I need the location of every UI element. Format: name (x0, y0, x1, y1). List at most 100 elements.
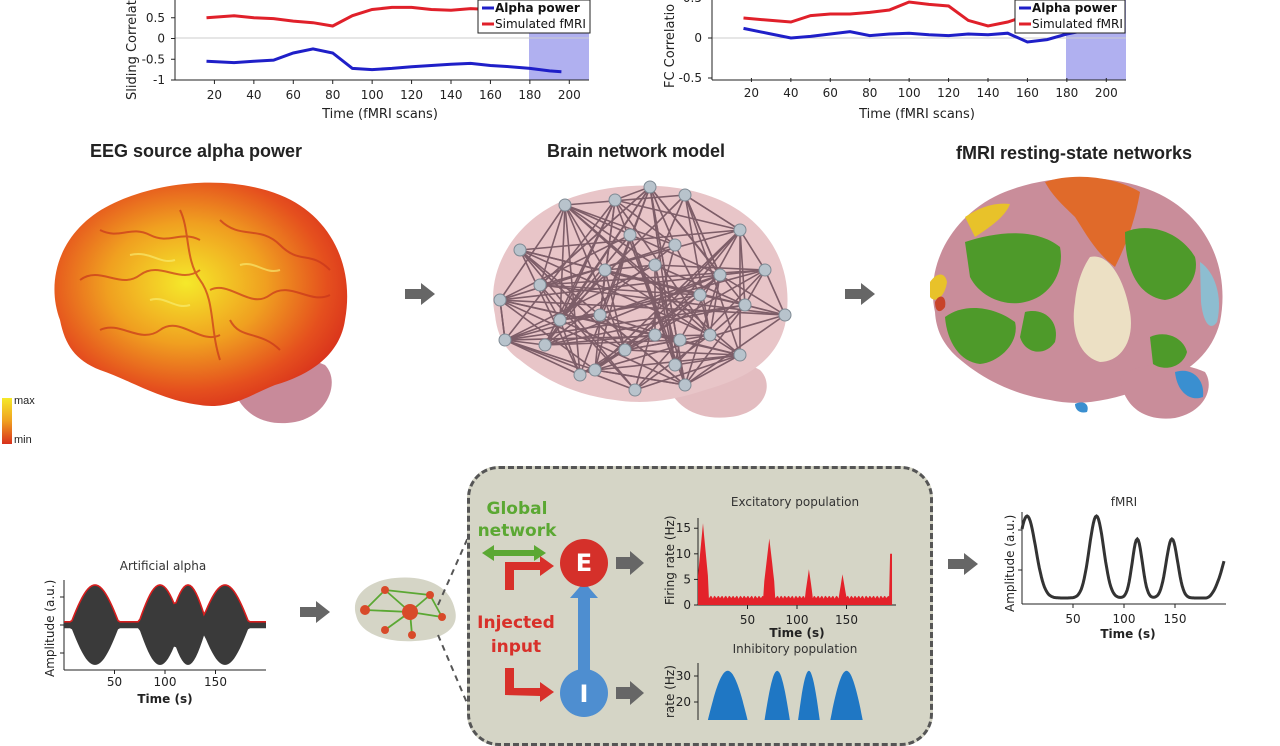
network-node (733, 348, 747, 362)
top-right-chart: FC Correlatio 0.5 0 -0.5 20 40 60 80 100 120 140… (663, 0, 1126, 122)
x-tick-label: 40 (783, 86, 798, 100)
x-tick-label: 100 (898, 86, 921, 100)
x-tick-label: 80 (862, 86, 877, 100)
x-tick-label: 150 (1164, 612, 1187, 626)
network-node (668, 238, 682, 252)
eeg-title: EEG source alpha power (90, 141, 303, 161)
network-blue (1075, 402, 1088, 413)
network-lightblue (1200, 262, 1220, 326)
network-edge (544, 269, 606, 346)
network-edge (579, 269, 766, 376)
network-edge (564, 204, 721, 276)
network-node (738, 298, 752, 312)
network-node (493, 293, 507, 307)
y-tick-label: 10 (676, 547, 691, 561)
network-node (628, 383, 642, 397)
network-node (553, 313, 567, 327)
x-tick-label: 20 (207, 88, 222, 102)
network-edge (649, 186, 676, 246)
inhibitory-trace (707, 670, 863, 720)
inhibitory-chart: Inhibitory population rate (Hz) 30 20 (663, 642, 863, 720)
inhibitory-node (560, 669, 608, 717)
fmri-output-xlabel: Time (s) (1100, 627, 1155, 641)
network-green (1125, 228, 1196, 300)
network-node (778, 308, 792, 322)
arrow-right-icon (616, 551, 644, 575)
network-edge (674, 244, 701, 296)
injected-arrow-icon (505, 556, 554, 590)
network-edge (634, 339, 681, 391)
x-tick-label: 160 (479, 88, 502, 102)
network-node (618, 343, 632, 357)
network-red (935, 296, 946, 312)
top-right-chart-xlabel: Time (fMRI scans) (858, 107, 975, 122)
network-edge (559, 319, 581, 376)
network-node (533, 278, 547, 292)
network-edge (539, 204, 566, 286)
network-node (593, 308, 607, 322)
x-tick-label: 80 (325, 88, 340, 102)
network-edge (594, 234, 631, 371)
fmri-output-trace (1020, 514, 1226, 600)
y-tick-label: 15 (676, 521, 691, 535)
network-edge (539, 269, 766, 286)
inhibitory-title: Inhibitory population (733, 642, 858, 656)
legend-alpha: Alpha power (1032, 1, 1117, 15)
network-edge (649, 186, 746, 306)
network-edge (739, 229, 766, 271)
network-node (733, 223, 747, 237)
top-right-alpha-line (743, 24, 1099, 44)
network-edge (499, 299, 786, 316)
network-edge (499, 244, 676, 301)
fmri-output-ylabel: Amplitude (a.u.) (1003, 515, 1017, 612)
injected-arrow-icon (505, 668, 554, 702)
network-edge (719, 274, 786, 316)
network-edge (504, 269, 766, 341)
inhibition-arrow-icon (570, 582, 598, 685)
global-network-label: Global (487, 499, 548, 519)
inhibitory-ylabel: rate (Hz) (663, 665, 677, 718)
x-tick-label: 180 (518, 88, 541, 102)
network-node (558, 198, 572, 212)
network-edge (564, 204, 606, 271)
network-brain-image (493, 180, 792, 418)
network-node (678, 378, 692, 392)
y-tick-label: 5 (683, 572, 691, 586)
x-tick-label: 200 (1095, 86, 1118, 100)
x-tick-label: 120 (937, 86, 960, 100)
network-green (1020, 311, 1056, 352)
network-green (965, 233, 1061, 304)
arrow-right-icon (300, 601, 330, 623)
top-right-legend: Alpha power Simulated fMRI (1014, 0, 1126, 34)
network-edge (539, 284, 636, 391)
network-edge (564, 204, 626, 351)
network-node (573, 368, 587, 382)
network-edge (634, 354, 741, 391)
eeg-cortex (54, 182, 348, 406)
neural-mass-diagram: Global network Injected input E I (477, 499, 644, 717)
artificial-alpha-envelope (64, 585, 266, 665)
x-tick-label: 50 (107, 675, 122, 689)
network-node (648, 328, 662, 342)
legend-fmri: Simulated fMRI (495, 17, 586, 31)
network-node (693, 288, 707, 302)
network-node (673, 333, 687, 347)
network-edge (684, 194, 741, 231)
network-edge (594, 354, 741, 371)
x-tick-label: 150 (835, 613, 858, 627)
network-node (703, 328, 717, 342)
network-node (668, 358, 682, 372)
network-edge (684, 194, 741, 356)
network-node (538, 338, 552, 352)
top-right-chart-ylabel: FC Correlatio (663, 4, 678, 88)
y-tick-label: 30 (676, 669, 691, 683)
arrow-right-icon (405, 283, 435, 305)
network-edge (504, 339, 636, 391)
fmri-networks-brain-image (930, 176, 1223, 419)
x-tick-label: 20 (744, 86, 759, 100)
network-node (598, 263, 612, 277)
network-edge (544, 304, 746, 346)
injected-input-label: input (491, 637, 541, 657)
network-edge (684, 194, 711, 336)
network-edge (709, 274, 721, 336)
